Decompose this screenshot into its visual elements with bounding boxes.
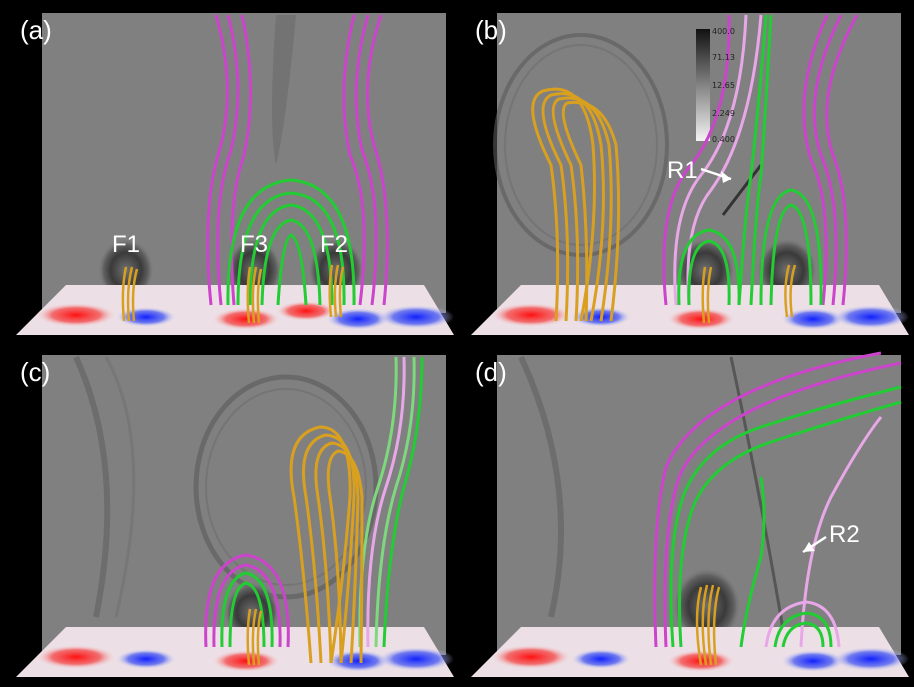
colorbar-tick-0: 400.0 [712,27,735,36]
magenta-field-lines [206,14,389,306]
colorbar-tick-3: 2.249 [712,109,735,118]
erupting-flux-rope [531,87,621,322]
panel-c-label: (c) [20,357,51,387]
magenta-field-lines [662,14,859,306]
footpoint-label-f2: F2 [320,231,349,258]
green-field-lines [677,14,823,306]
annotation-r2: R2 [829,521,860,548]
colorbar-tick-2: 12.65 [712,81,735,90]
panel-d: (d) R2 [461,347,909,682]
magenta-field-lines [204,356,406,648]
panel-b: (b) R1 400.0 71.13 12.65 2.249 0.400 [461,5,909,340]
magenta-field-lines [653,351,902,648]
flux-rope-f2 [328,264,345,318]
panel-b-label: (b) [475,15,507,45]
footpoint-label-f3: F3 [240,231,269,258]
green-field-lines [669,385,902,648]
colorbar-tick-1: 71.13 [712,53,735,62]
annotation-r1: R1 [667,157,698,184]
footpoint-label-f1: F1 [112,231,141,258]
panel-d-label: (d) [475,357,507,387]
flux-rope [695,584,721,666]
panel-d-render [471,351,909,677]
panel-a: (a) F1 F3 F2 [6,5,454,340]
panel-a-label: (a) [20,15,52,45]
panel-c-render [16,355,454,677]
panel-b-render [471,13,909,335]
panel-a-render [16,13,454,335]
colorbar [696,29,710,141]
panel-c: (c) [6,347,454,682]
flux-rope-f1 [121,266,139,322]
colorbar-tick-4: 0.400 [712,135,735,144]
erupting-flux-rope [289,425,364,664]
flux-rope-f3 [246,266,263,324]
green-field-lines [226,178,356,306]
